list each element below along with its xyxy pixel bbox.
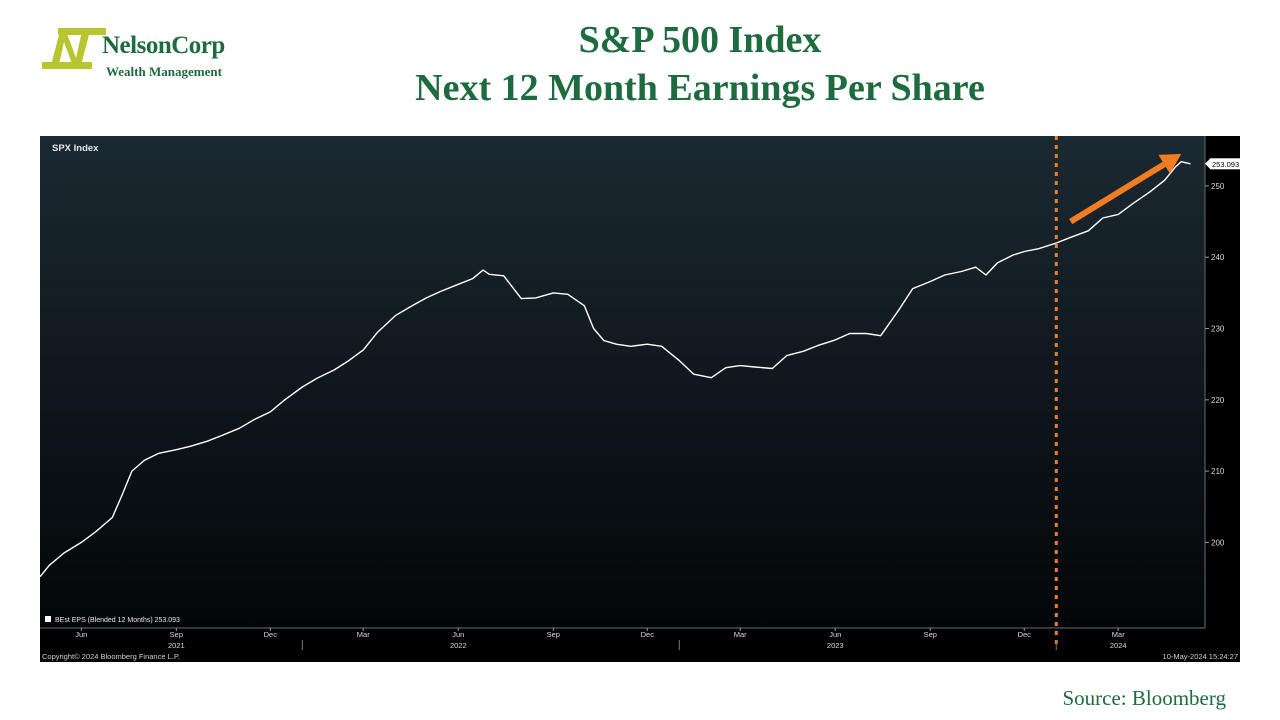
- legend-swatch: [45, 616, 51, 622]
- logo-name: NelsonCorp: [102, 32, 225, 59]
- timestamp-text: 10-May-2024 15:24:27: [1163, 652, 1238, 661]
- y-tick-label: 210: [1211, 467, 1225, 476]
- x-year-label: 2022: [450, 641, 467, 650]
- page-title: S&P 500 Index Next 12 Month Earnings Per…: [250, 16, 1150, 112]
- x-tick-label: Mar: [734, 630, 747, 639]
- x-tick-label: Sep: [547, 630, 560, 639]
- title-line-1: S&P 500 Index: [578, 19, 822, 61]
- series-line-0: [39, 161, 1191, 578]
- nelsoncorp-logo: NelsonCorp Wealth Management: [40, 26, 250, 82]
- last-value-pointer: [1205, 158, 1210, 169]
- x-tick-label: Jun: [829, 630, 841, 639]
- plot-background: [40, 136, 1205, 628]
- y-tick-label: 240: [1211, 253, 1225, 262]
- trend-arrow-head: [1158, 153, 1182, 174]
- x-year-label: 2024: [1110, 641, 1127, 650]
- trend-arrow-shaft: [1069, 161, 1166, 225]
- x-year-label: 2023: [827, 641, 844, 650]
- x-tick-label: Dec: [641, 630, 655, 639]
- copyright-text: Copyright© 2024 Bloomberg Finance L.P.: [42, 652, 180, 661]
- x-tick-label: Dec: [1018, 630, 1032, 639]
- x-tick-label: Mar: [357, 630, 370, 639]
- legend-text: BEst EPS (Blended 12 Months) 253.093: [55, 617, 180, 624]
- x-tick-label: Jun: [452, 630, 464, 639]
- x-tick-label: Sep: [170, 630, 183, 639]
- x-tick-label: Dec: [264, 630, 278, 639]
- source-note: Source: Bloomberg: [1062, 686, 1226, 710]
- last-value-label: 253.093: [1212, 160, 1239, 169]
- logo-subtitle: Wealth Management: [106, 64, 222, 79]
- x-year-label: 2021: [168, 641, 185, 650]
- logo-n-icon: [42, 28, 106, 69]
- chart-svg: 200 210 220 230 240 250 253.093 Jun Sep Dec Mar Ju…: [39, 136, 1240, 662]
- x-tick-label: Jun: [75, 630, 87, 639]
- eps-chart: 200 210 220 230 240 250 253.093 Jun Sep Dec Mar Ju…: [39, 136, 1240, 662]
- x-tick-label: Sep: [924, 630, 937, 639]
- y-tick-label: 250: [1211, 182, 1225, 191]
- y-tick-label: 220: [1211, 396, 1225, 405]
- y-tick-label: 200: [1211, 538, 1225, 547]
- y-tick-label: 230: [1211, 325, 1225, 334]
- panel-label: SPX Index: [52, 143, 99, 154]
- last-value-box: [1210, 158, 1240, 170]
- title-line-2: Next 12 Month Earnings Per Share: [415, 67, 985, 109]
- x-tick-label: Mar: [1112, 630, 1125, 639]
